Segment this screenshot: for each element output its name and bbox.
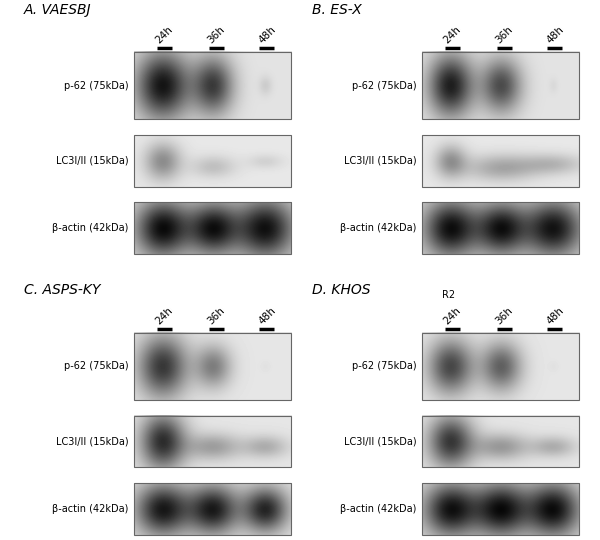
Text: LC3I/II (15kDa): LC3I/II (15kDa) [56, 436, 128, 447]
Bar [422, 483, 579, 535]
Bar [134, 202, 291, 254]
Text: LC3I/II (15kDa): LC3I/II (15kDa) [344, 436, 416, 447]
Text: 36h: 36h [494, 305, 515, 326]
Bar [134, 333, 291, 400]
Text: LC3I/II (15kDa): LC3I/II (15kDa) [56, 156, 128, 166]
Bar [134, 135, 291, 187]
Bar [134, 483, 291, 535]
Text: 24h: 24h [154, 24, 175, 45]
Text: B. ES-X: B. ES-X [312, 3, 362, 17]
Text: A. VAESBJ: A. VAESBJ [24, 3, 92, 17]
Text: 48h: 48h [256, 24, 277, 45]
Text: p-62 (75kDa): p-62 (75kDa) [64, 361, 128, 372]
Bar [422, 135, 579, 187]
Text: 48h: 48h [256, 305, 277, 326]
Text: D. KHOS: D. KHOS [312, 284, 371, 298]
Text: 48h: 48h [544, 305, 565, 326]
Text: 36h: 36h [206, 305, 227, 326]
Text: β-actin (42kDa): β-actin (42kDa) [340, 223, 416, 233]
Text: C. ASPS-KY: C. ASPS-KY [24, 284, 101, 298]
Text: p-62 (75kDa): p-62 (75kDa) [352, 361, 416, 372]
Bar [422, 52, 579, 119]
Bar [134, 52, 291, 119]
Text: β-actin (42kDa): β-actin (42kDa) [52, 504, 128, 514]
Text: β-actin (42kDa): β-actin (42kDa) [52, 223, 128, 233]
Text: LC3I/II (15kDa): LC3I/II (15kDa) [344, 156, 416, 166]
Text: β-actin (42kDa): β-actin (42kDa) [340, 504, 416, 514]
Bar [422, 202, 579, 254]
Text: p-62 (75kDa): p-62 (75kDa) [352, 80, 416, 91]
Text: 24h: 24h [154, 305, 175, 326]
Text: R2: R2 [442, 290, 455, 300]
Text: 48h: 48h [544, 24, 565, 45]
Bar [422, 416, 579, 468]
Text: 24h: 24h [442, 24, 463, 45]
Bar [134, 416, 291, 468]
Bar [422, 333, 579, 400]
Text: 36h: 36h [494, 24, 515, 45]
Text: p-62 (75kDa): p-62 (75kDa) [64, 80, 128, 91]
Text: 24h: 24h [442, 305, 463, 326]
Text: 36h: 36h [206, 24, 227, 45]
